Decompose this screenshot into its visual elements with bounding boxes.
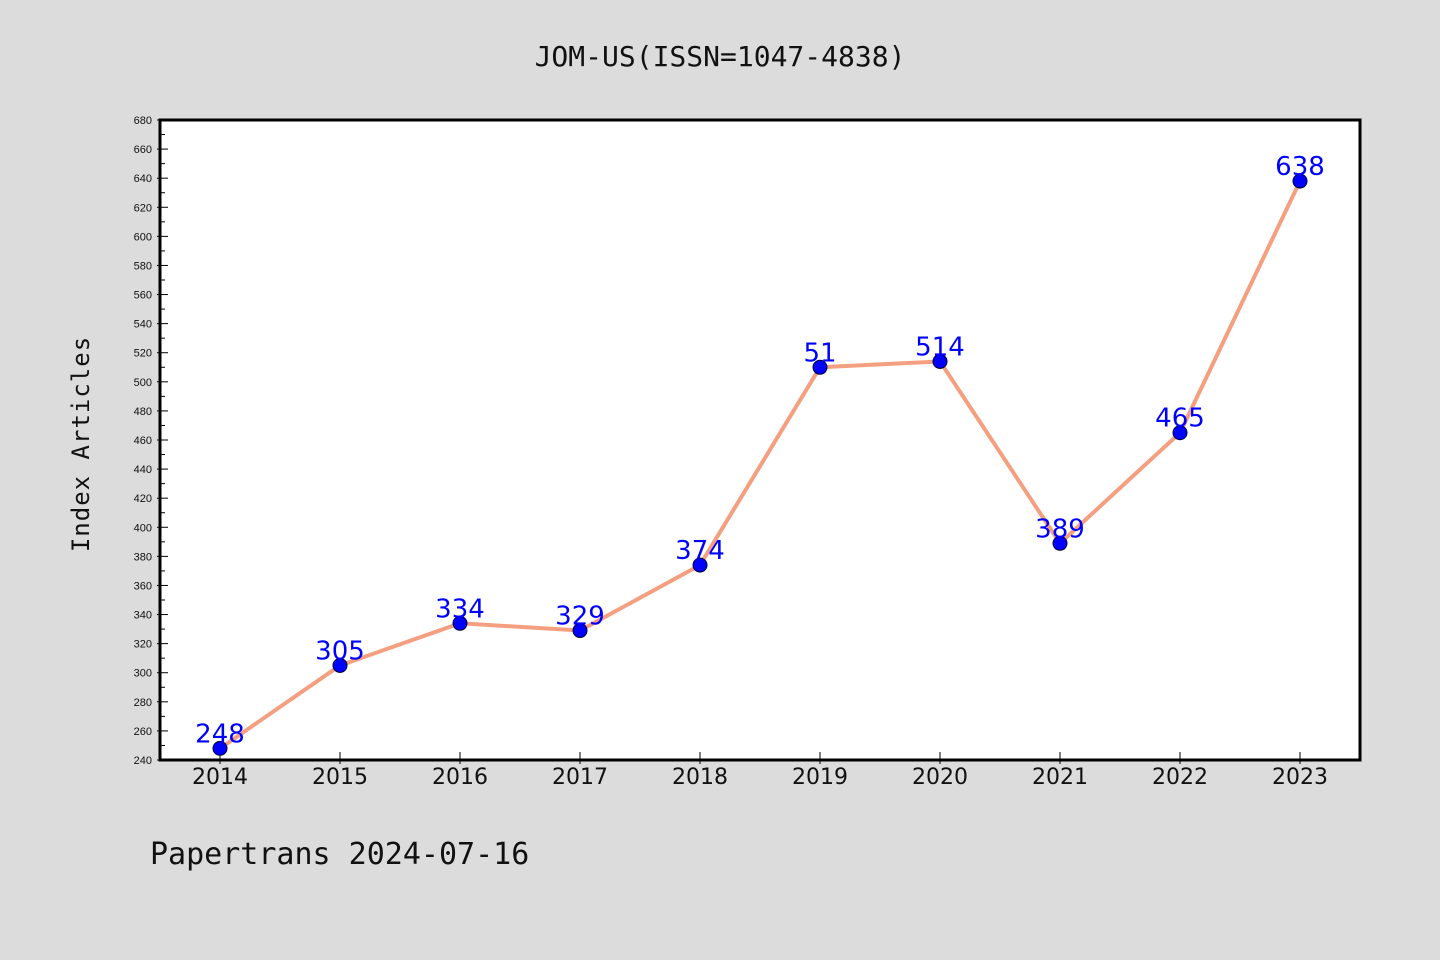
y-tick-label: 540 [134, 319, 152, 331]
series-line [218, 179, 1302, 751]
y-tick-label: 440 [134, 464, 152, 476]
y-tick-label: 280 [134, 697, 152, 709]
y-axis: 240 260 280 300 320 340 360 380 400 420 440 460 480 5… [134, 115, 168, 767]
data-label: 51 [803, 338, 836, 368]
data-point [1052, 535, 1068, 551]
y-tick-label: 520 [134, 348, 152, 360]
y-tick-label: 380 [134, 551, 152, 563]
y-tick-label: 340 [134, 610, 152, 622]
x-tick-label: 2017 [552, 765, 608, 790]
y-tick-label: 600 [134, 231, 152, 243]
data-label: 334 [435, 594, 485, 624]
data-point [572, 623, 588, 639]
data-label: 374 [675, 536, 725, 566]
data-point [812, 359, 828, 375]
data-point [452, 615, 468, 631]
data-point [692, 557, 708, 573]
y-tick-label: 500 [134, 377, 152, 389]
data-label: 329 [555, 602, 605, 632]
y-tick-label: 400 [134, 522, 152, 534]
y-tick-label: 240 [134, 755, 152, 767]
data-point [332, 657, 348, 673]
data-label: 638 [1275, 152, 1325, 182]
data-point [932, 353, 948, 369]
y-tick-label: 680 [134, 115, 152, 127]
x-tick-label: 2019 [792, 765, 848, 790]
y-tick-label: 640 [134, 173, 152, 185]
y-tick-label: 580 [134, 260, 152, 272]
x-axis: 2014 2015 2016 2017 2018 2019 2020 2021 2022 2023 [192, 752, 1328, 790]
y-tick-label: 260 [134, 726, 152, 738]
data-point [212, 740, 228, 756]
y-tick-label: 460 [134, 435, 152, 447]
plot-area [160, 120, 1360, 760]
y-tick-label: 560 [134, 290, 152, 302]
data-point [1172, 425, 1188, 441]
plot-frame [158, 118, 1362, 762]
y-axis-label: Index Articles [67, 336, 95, 552]
y-tick-label: 300 [134, 668, 152, 680]
x-tick-label: 2014 [192, 765, 248, 790]
y-tick-label: 320 [134, 639, 152, 651]
x-tick-label: 2022 [1152, 765, 1208, 790]
data-label: 465 [1155, 404, 1205, 434]
y-tick-label: 620 [134, 202, 152, 214]
x-tick-label: 2023 [1272, 765, 1328, 790]
x-tick-label: 2016 [432, 765, 488, 790]
y-tick-label: 420 [134, 493, 152, 505]
y-tick-label: 660 [134, 144, 152, 156]
x-tick-label: 2015 [312, 765, 368, 790]
y-tick-label: 360 [134, 580, 152, 592]
data-label: 389 [1035, 514, 1085, 544]
data-label: 248 [195, 719, 245, 749]
chart-title: JOM-US(ISSN=1047-4838) [535, 40, 906, 73]
y-tick-label: 480 [134, 406, 152, 418]
data-label: 305 [315, 636, 365, 666]
series-layer: 248 305 334 329 374 51 514 389 465 638 [195, 152, 1325, 756]
data-point [1292, 173, 1308, 189]
x-tick-label: 2020 [912, 765, 968, 790]
footer-text: Papertrans 2024-07-16 [150, 837, 529, 872]
x-tick-label: 2018 [672, 765, 728, 790]
data-label: 514 [915, 332, 965, 362]
x-tick-label: 2021 [1032, 765, 1088, 790]
